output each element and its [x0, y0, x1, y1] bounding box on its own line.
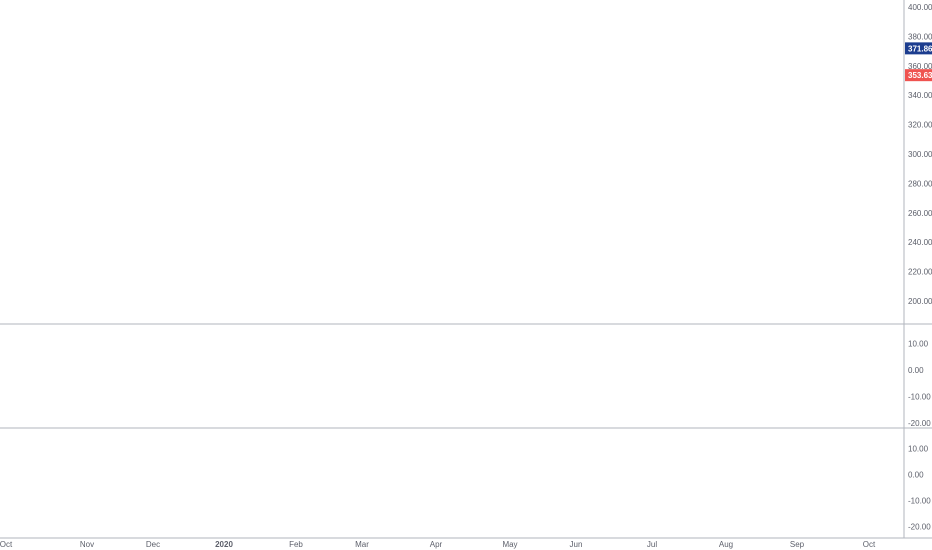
macd-tick-label: -10.00: [908, 497, 931, 506]
month-label: Apr: [430, 540, 443, 549]
price-tick-label: 200.00: [908, 297, 932, 306]
oscillator-tick-label: -20.00: [908, 419, 931, 428]
month-label: Feb: [289, 540, 303, 549]
price-label: 353.63: [908, 71, 932, 80]
price-tick-label: 360.00: [908, 62, 932, 71]
month-label: 2020: [215, 540, 233, 549]
macd-tick-label: 10.00: [908, 445, 929, 454]
month-label: Oct: [0, 540, 13, 549]
price-tick-label: 240.00: [908, 238, 932, 247]
price-tick-label: 280.00: [908, 179, 932, 188]
price-tick-label: 300.00: [908, 150, 932, 159]
oscillator-tick-label: 0.00: [908, 366, 924, 375]
month-label: May: [502, 540, 517, 549]
month-label: Jun: [570, 540, 583, 549]
macd-tick-label: -20.00: [908, 523, 931, 532]
price-tick-label: 380.00: [908, 32, 932, 41]
price-tick-label: 260.00: [908, 209, 932, 218]
price-label-box: [905, 69, 932, 82]
month-label: Oct: [863, 540, 876, 549]
price-tick-label: 320.00: [908, 121, 932, 130]
macd-tick-label: 0.00: [908, 471, 924, 480]
month-label: Mar: [355, 540, 369, 549]
oscillator-tick-label: 10.00: [908, 340, 929, 349]
month-label: Dec: [146, 540, 160, 549]
price-label: 371.86: [908, 44, 932, 53]
month-label: Jul: [647, 540, 657, 549]
price-tick-label: 400.00: [908, 3, 932, 12]
price-tick-label: 220.00: [908, 268, 932, 277]
month-label: Nov: [80, 540, 94, 549]
month-label: Aug: [719, 540, 733, 549]
month-label: Sep: [790, 540, 805, 549]
price-label-box: [905, 42, 932, 55]
oscillator-tick-label: -10.00: [908, 393, 931, 402]
price-tick-label: 340.00: [908, 91, 932, 100]
